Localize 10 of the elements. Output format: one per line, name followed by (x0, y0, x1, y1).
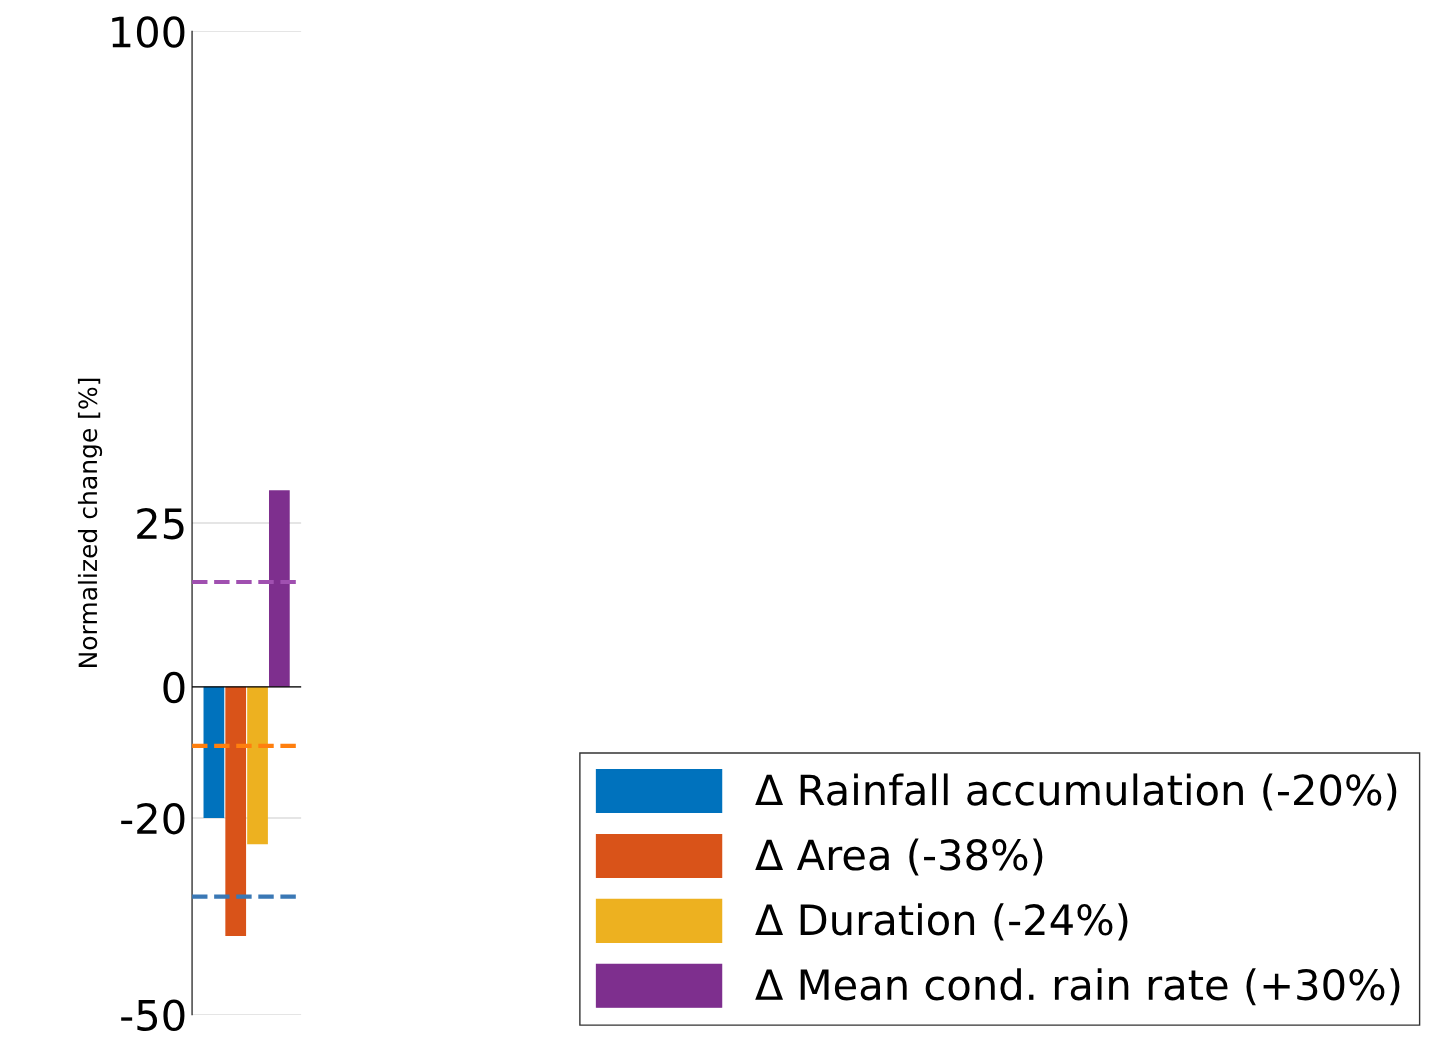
y-tick-label: 25 (137, 507, 184, 540)
y-tick-label: -20 (121, 802, 185, 835)
y-tick-label: 100 (112, 16, 185, 48)
legend-label: Δ Mean cond. rain rate (+30%) (755, 968, 1400, 1006)
y-tick-label: -50 (121, 999, 185, 1032)
y-tick-label: 0 (163, 671, 185, 704)
legend-label: Δ Duration (-24%) (755, 903, 1128, 941)
legend-label: Δ Area (-38%) (755, 838, 1043, 876)
y-axis-title: Normalized change [%] (77, 378, 103, 668)
legend-label: Δ Rainfall accumulation (-20%) (755, 773, 1397, 811)
